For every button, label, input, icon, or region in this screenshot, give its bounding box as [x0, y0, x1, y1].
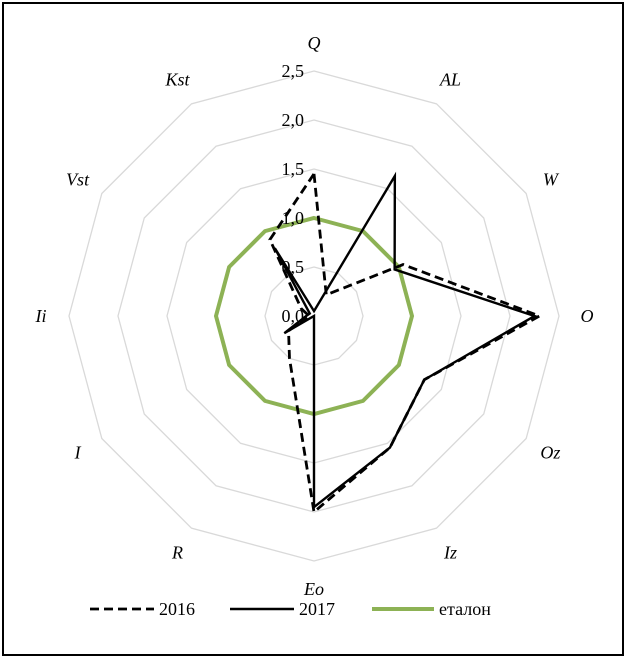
category-label-Kst: Kst	[164, 70, 190, 90]
tick-label-2: 1,0	[282, 208, 305, 228]
category-label-R: R	[171, 542, 183, 562]
series-layer	[216, 174, 539, 512]
category-label-Vst: Vst	[66, 170, 90, 190]
category-label-AL: AL	[439, 70, 461, 90]
tick-label-3: 1,5	[282, 159, 305, 179]
tick-label-5: 2,5	[282, 61, 305, 81]
category-label-I: I	[74, 443, 82, 463]
legend: 2016 2017 еталон	[90, 599, 491, 619]
legend-label-2017: 2017	[299, 599, 335, 619]
tick-label-4: 2,0	[282, 110, 305, 130]
category-label-O: O	[581, 306, 594, 326]
radar-chart: 0,0 0,5 1,0 1,5 2,0 2,5 Q AL W O Oz Iz Eo R I Ii Vst Kst…	[4, 4, 622, 654]
category-label-W: W	[543, 170, 560, 190]
category-label-Eo: Eo	[303, 579, 324, 599]
tick-label-1: 0,5	[282, 257, 305, 277]
category-label-Q: Q	[308, 33, 321, 53]
tick-layer: 0,0 0,5 1,0 1,5 2,0 2,5	[282, 61, 305, 326]
legend-label-2016: 2016	[159, 599, 195, 619]
tick-label-0: 0,0	[282, 306, 305, 326]
category-label-Ii: Ii	[35, 306, 47, 326]
legend-label-еталон: еталон	[439, 599, 491, 619]
category-label-Iz: Iz	[443, 542, 457, 562]
category-label-Oz: Oz	[540, 443, 560, 463]
